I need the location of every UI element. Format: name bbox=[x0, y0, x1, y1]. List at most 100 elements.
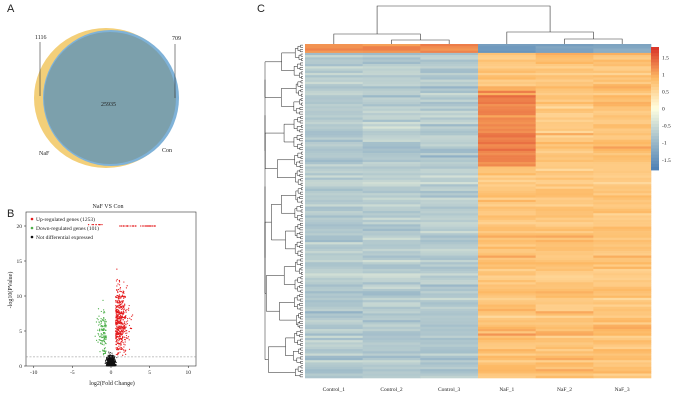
heatmap-cell bbox=[362, 86, 421, 89]
point-nodiff bbox=[112, 362, 114, 364]
heatmap-cell bbox=[362, 166, 421, 169]
heatmap-cell bbox=[305, 308, 363, 312]
point-up bbox=[116, 340, 118, 342]
point-up bbox=[116, 305, 118, 307]
heatmap-cell bbox=[478, 242, 536, 245]
colorbar-segment bbox=[651, 117, 659, 122]
heatmap-cell bbox=[305, 277, 363, 281]
point-up bbox=[118, 338, 120, 341]
heatmap-cell bbox=[593, 306, 652, 310]
point-up bbox=[120, 341, 122, 343]
heatmap-cell bbox=[593, 177, 652, 181]
point-up bbox=[128, 307, 130, 309]
heatmap-cell bbox=[420, 306, 479, 310]
heatmap-cell bbox=[535, 90, 594, 94]
point-up bbox=[119, 288, 121, 290]
point-up bbox=[122, 300, 125, 302]
heatmap-cell bbox=[420, 340, 479, 343]
heatmap-cell bbox=[535, 280, 594, 283]
point-nodiff bbox=[115, 364, 117, 366]
heatmap-cell bbox=[362, 228, 421, 232]
point-up bbox=[115, 306, 117, 309]
point-nodiff bbox=[112, 359, 114, 361]
heatmap-cell bbox=[593, 264, 652, 267]
heatmap-cell bbox=[535, 195, 594, 198]
heatmap-cell bbox=[535, 233, 594, 236]
heatmap-cell bbox=[535, 121, 594, 125]
heatmap-cell bbox=[420, 124, 479, 127]
heatmap-cell bbox=[593, 57, 652, 60]
point-down bbox=[105, 338, 107, 340]
heatmap-cell bbox=[420, 215, 479, 218]
heatmap-cell bbox=[305, 239, 363, 243]
colorbar-segment bbox=[651, 65, 659, 69]
heatmap-cell bbox=[420, 199, 479, 203]
heatmap-cell bbox=[305, 271, 363, 274]
heatmap-cell bbox=[420, 231, 479, 234]
heatmap-cell bbox=[305, 206, 363, 210]
heatmap-cell bbox=[362, 52, 421, 56]
point-nodiff bbox=[107, 365, 109, 367]
heatmap-cell bbox=[593, 333, 652, 336]
heatmap-cell bbox=[535, 141, 594, 145]
heatmap-cell bbox=[305, 237, 363, 241]
heatmap-cell bbox=[420, 286, 479, 290]
heatmap-cell bbox=[535, 202, 594, 205]
heatmap-cell bbox=[305, 79, 363, 83]
heatmap-cell bbox=[593, 313, 652, 316]
point-up bbox=[145, 225, 147, 227]
heatmap-cell bbox=[420, 253, 479, 256]
heatmap-cell bbox=[305, 340, 363, 343]
heatmap-cell bbox=[593, 219, 652, 223]
heatmap-cell bbox=[362, 237, 421, 241]
point-up bbox=[128, 348, 131, 350]
point-down bbox=[100, 333, 102, 335]
heatmap-cell bbox=[535, 162, 594, 165]
point-up bbox=[119, 332, 121, 334]
heatmap-cell bbox=[535, 139, 594, 143]
point-nodiff bbox=[105, 365, 107, 367]
volcano-xtick: 0 bbox=[110, 370, 113, 376]
heatmap-cell bbox=[478, 346, 536, 350]
point-up bbox=[127, 337, 129, 339]
heatmap-cell bbox=[593, 79, 652, 83]
point-up bbox=[120, 329, 122, 331]
point-nodiff bbox=[113, 357, 116, 359]
point-up bbox=[150, 225, 152, 227]
point-up bbox=[122, 290, 124, 292]
heatmap-cell bbox=[535, 177, 594, 181]
point-up bbox=[117, 349, 119, 351]
heatmap-cell bbox=[362, 224, 421, 227]
heatmap-cell bbox=[593, 64, 652, 67]
heatmap-cell bbox=[535, 206, 594, 210]
heatmap-cell bbox=[478, 184, 536, 187]
heatmap-cell bbox=[305, 273, 363, 276]
point-up bbox=[120, 327, 122, 329]
heatmap-cell bbox=[478, 331, 536, 334]
heatmap-cell bbox=[420, 293, 479, 296]
heatmap-cell bbox=[305, 182, 363, 185]
heatmap-cell bbox=[420, 322, 479, 325]
heatmap-cell bbox=[478, 159, 536, 163]
heatmap-cell bbox=[593, 226, 652, 230]
heatmap-cell bbox=[420, 84, 479, 87]
point-down bbox=[97, 319, 99, 321]
point-up bbox=[123, 346, 125, 348]
heatmap-cell bbox=[362, 266, 421, 270]
point-nodiff bbox=[106, 358, 108, 360]
heatmap-cell bbox=[593, 90, 652, 94]
point-up bbox=[128, 304, 130, 307]
colorbar-segment bbox=[651, 96, 659, 100]
heatmap-cell bbox=[420, 206, 479, 210]
point-up bbox=[115, 296, 117, 298]
heatmap-cell bbox=[478, 324, 536, 328]
point-up bbox=[149, 225, 151, 227]
point-down bbox=[98, 315, 100, 317]
heatmap-cells bbox=[305, 44, 652, 379]
point-down bbox=[103, 309, 105, 311]
point-nodiff bbox=[110, 357, 112, 359]
heatmap-cell bbox=[305, 99, 363, 103]
heatmap-cell bbox=[478, 373, 536, 377]
point-down bbox=[102, 354, 105, 356]
heatmap-cell bbox=[593, 224, 652, 227]
